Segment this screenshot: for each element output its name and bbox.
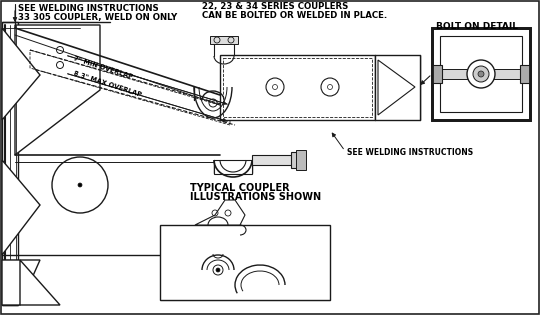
Bar [520,65,530,83]
Polygon shape [2,28,40,120]
Text: 7" MIN OVERLAP: 7" MIN OVERLAP [73,55,134,80]
Polygon shape [375,55,420,120]
Text: BOLT ON DETAIL: BOLT ON DETAIL [436,22,518,31]
Text: ILLUSTRATIONS SHOWN: ILLUSTRATIONS SHOWN [190,192,321,202]
Bar [291,152,303,168]
Text: 8.3" MAX OVERLAP: 8.3" MAX OVERLAP [73,70,143,98]
Text: SEE WELDING INSTRUCTIONS: SEE WELDING INSTRUCTIONS [347,148,473,157]
Bar [432,28,530,120]
Polygon shape [195,200,245,225]
Text: 22, 23 & 34 SERIES COUPLERS: 22, 23 & 34 SERIES COUPLERS [202,2,348,11]
Circle shape [467,60,495,88]
Circle shape [78,183,82,187]
Bar [220,55,375,120]
Circle shape [216,268,220,272]
Text: CAN BE BOLTED OR WELDED IN PLACE.: CAN BE BOLTED OR WELDED IN PLACE. [202,11,387,20]
Bar [440,36,522,112]
Text: TYPICAL COUPLER: TYPICAL COUPLER [190,183,289,193]
Text: 33 305 COUPLER, WELD ON ONLY: 33 305 COUPLER, WELD ON ONLY [18,13,177,22]
Polygon shape [2,22,18,305]
Bar [296,150,306,170]
Circle shape [473,66,489,82]
Bar [223,58,372,117]
Bar [252,155,292,165]
Polygon shape [2,260,18,305]
Bar [432,69,530,79]
Bar [210,36,238,44]
Polygon shape [2,160,40,255]
Circle shape [478,71,484,77]
Bar [432,28,530,120]
Polygon shape [15,25,100,155]
Bar [160,225,330,300]
Polygon shape [20,260,60,305]
Polygon shape [2,260,40,305]
Bar [432,65,442,83]
Text: SEE WELDING INSTRUCTIONS: SEE WELDING INSTRUCTIONS [18,4,159,13]
Bar [214,160,252,174]
